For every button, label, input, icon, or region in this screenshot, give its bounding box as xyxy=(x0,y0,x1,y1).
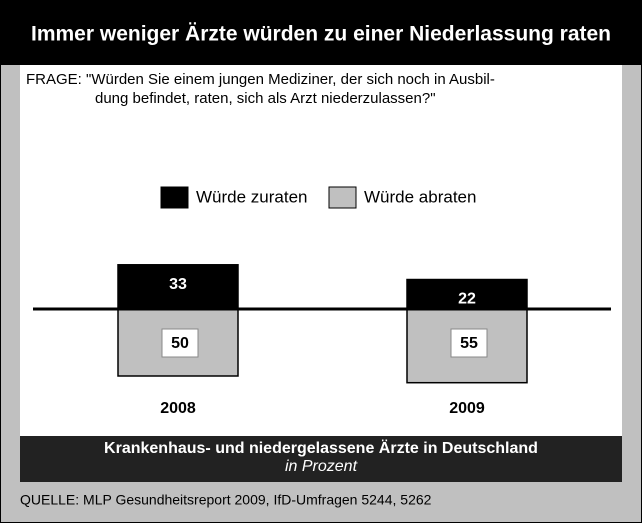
bar xyxy=(117,264,239,310)
plot-panel xyxy=(20,65,622,436)
question-line: dung befindet, raten, sich als Arzt nied… xyxy=(95,90,436,107)
question-line: FRAGE: "Würden Sie einem jungen Medizine… xyxy=(26,71,495,88)
value-label: 22 xyxy=(458,291,476,308)
value-label: 50 xyxy=(171,335,189,352)
subtitle-bar xyxy=(20,436,622,482)
x-tick-label: 2008 xyxy=(160,400,196,417)
legend-label: Würde zuraten xyxy=(196,187,308,206)
x-tick-label: 2009 xyxy=(449,400,485,417)
source: QUELLE: MLP Gesundheitsreport 2009, IfD-… xyxy=(20,492,432,508)
value-label: 33 xyxy=(169,276,187,293)
chart-title: Immer weniger Ärzte würden zu einer Nied… xyxy=(31,23,611,46)
legend-swatch xyxy=(160,186,189,209)
unit-note: in Prozent xyxy=(285,458,358,475)
subtitle: Krankenhaus- und niedergelassene Ärzte i… xyxy=(104,439,538,457)
legend-swatch xyxy=(328,186,357,209)
title-bar xyxy=(1,1,641,65)
bar xyxy=(406,278,528,310)
label-box xyxy=(450,328,488,358)
value-label: 55 xyxy=(460,335,478,352)
label-box xyxy=(161,328,199,358)
legend-label: Würde abraten xyxy=(364,187,476,206)
